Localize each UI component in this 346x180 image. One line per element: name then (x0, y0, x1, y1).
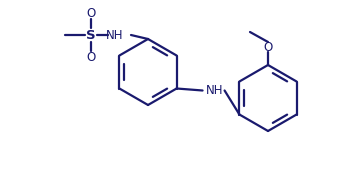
Text: S: S (86, 28, 96, 42)
Text: O: O (86, 6, 95, 19)
Text: O: O (263, 40, 273, 53)
Text: NH: NH (106, 28, 123, 42)
Text: O: O (86, 51, 95, 64)
Text: NH: NH (206, 84, 223, 97)
